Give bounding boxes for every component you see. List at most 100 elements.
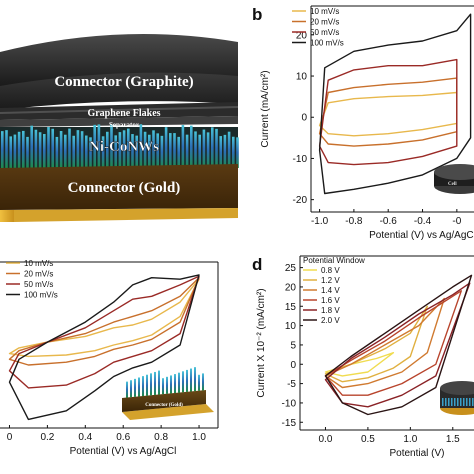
inset-nanowire <box>138 377 140 397</box>
series-group <box>318 13 472 195</box>
series-line-1-4-v <box>324 297 445 389</box>
series-line-10-mv-s <box>318 91 458 137</box>
nanowire <box>198 134 201 168</box>
separator-label: Separator <box>109 121 139 129</box>
inset-nanowire <box>190 368 192 392</box>
series-line-100-mv-s <box>8 274 200 421</box>
nanowire <box>106 131 109 168</box>
inset-gold-label: Connector (Gold) <box>145 403 183 408</box>
nanowire <box>160 135 164 168</box>
panel-letter-d: d <box>252 255 262 274</box>
nanowire <box>93 124 96 168</box>
y-tick-label: 15 <box>285 302 297 313</box>
legend-entry: 50 mV/s <box>310 28 339 37</box>
inset-nanowire <box>202 373 204 391</box>
legend-entry: 1.6 V <box>321 296 340 305</box>
nanowire <box>227 131 231 168</box>
chart-panel-c: 0 0.2 0.4 0.6 0.8 1.0 Potential (V) vs Ag/AgCl… <box>0 259 219 457</box>
nanowire <box>135 135 138 168</box>
x-tick-label: 0.4 <box>78 432 92 443</box>
nanowire <box>114 135 117 168</box>
x-tick-label: -0.4 <box>414 216 432 227</box>
x-tick-label: 0 <box>7 432 13 443</box>
nanowire <box>47 127 50 168</box>
series-group <box>8 274 200 421</box>
inset-nanowire <box>134 378 136 397</box>
nanowire <box>206 132 210 168</box>
legend-entry: 100 mV/s <box>24 291 58 300</box>
series-line-20-mv-s <box>318 77 458 147</box>
inset-nanowire <box>154 371 156 395</box>
nanowire <box>110 124 113 168</box>
nanowire <box>122 130 126 168</box>
nanowire <box>17 131 21 168</box>
inset-cell-label: Cell <box>448 182 457 187</box>
y-tick-label: -10 <box>293 154 308 165</box>
legend-entry: 100 mV/s <box>310 39 344 48</box>
legend-entry: 2.0 V <box>321 316 340 325</box>
legend-entry: 20 mV/s <box>310 18 339 27</box>
legend-title: Potential Window <box>303 256 365 265</box>
x-tick-label: 1.5 <box>446 434 460 445</box>
y-tick-label: 20 <box>285 282 297 293</box>
inset-nanowire <box>142 376 144 397</box>
inset-nanowire <box>186 369 188 392</box>
nanowire <box>148 134 151 168</box>
y-tick-label: -15 <box>282 418 297 429</box>
legend-entry: 1.4 V <box>321 286 340 295</box>
legend-entry: 10 mV/s <box>310 7 339 16</box>
plot-frame <box>299 255 474 431</box>
nanowire <box>219 136 222 168</box>
y-tick-label: 10 <box>285 321 297 332</box>
nanowire <box>97 124 101 168</box>
inset-nanowire <box>178 372 180 393</box>
panel-letter-b: b <box>252 5 262 24</box>
nanowire <box>76 130 80 168</box>
nanowire <box>68 128 71 168</box>
nanowire <box>30 125 33 168</box>
nanowire <box>9 136 12 168</box>
nanowire <box>127 128 130 168</box>
series-group <box>324 274 473 416</box>
chart-panel-d: 0.0 0.5 1.0 1.5 -15 -10 -5 0 5 10 15 20 25 Potential … <box>256 255 474 459</box>
inset-nanowire <box>126 381 128 398</box>
nanowire <box>118 132 122 168</box>
inset-nanowire <box>194 367 196 392</box>
y-tick-label: -10 <box>282 398 297 409</box>
x-axis-label: Potential (V) vs Ag/AgCl <box>70 446 177 457</box>
nanowire <box>89 137 92 168</box>
series-line-1-8-v <box>324 282 471 408</box>
series-line-100-mv-s <box>318 13 472 195</box>
legend-entry: 0.8 V <box>321 266 340 275</box>
nanowire <box>26 136 29 168</box>
nanowire <box>223 134 227 168</box>
nanowire <box>131 134 134 168</box>
x-axis-label: Potential (V) <box>389 448 444 459</box>
y-tick-label: -5 <box>287 379 296 390</box>
x-tick-label: -0 <box>452 216 461 227</box>
nanowire <box>101 136 105 168</box>
nanowire <box>152 130 155 168</box>
legend-entry: 50 mV/s <box>24 280 53 289</box>
series-line-50-mv-s <box>318 58 458 166</box>
nanowire <box>1 131 4 168</box>
inset-nanowire <box>162 378 164 395</box>
legend-entry: 20 mV/s <box>24 270 53 279</box>
x-tick-label: 0.8 <box>154 432 168 443</box>
x-tick-label: 1.0 <box>192 432 206 443</box>
inset-nanowire <box>174 374 176 394</box>
nanowire <box>34 129 38 168</box>
series-line-1-2-v <box>324 305 428 383</box>
nanowire <box>194 131 197 168</box>
graphite-label: Connector (Graphite) <box>54 74 193 90</box>
nanowire <box>185 134 189 168</box>
nanowire-label: Ni-CoNWs <box>89 139 159 155</box>
x-tick-label: -0.8 <box>345 216 363 227</box>
x-tick-label: 1.0 <box>403 434 417 445</box>
nanowire <box>173 133 176 168</box>
nanowire <box>232 136 235 168</box>
inset-nanowire-image: Connector (Gold) <box>122 367 214 420</box>
nanowire <box>13 134 17 168</box>
y-tick-label: 5 <box>290 340 296 351</box>
